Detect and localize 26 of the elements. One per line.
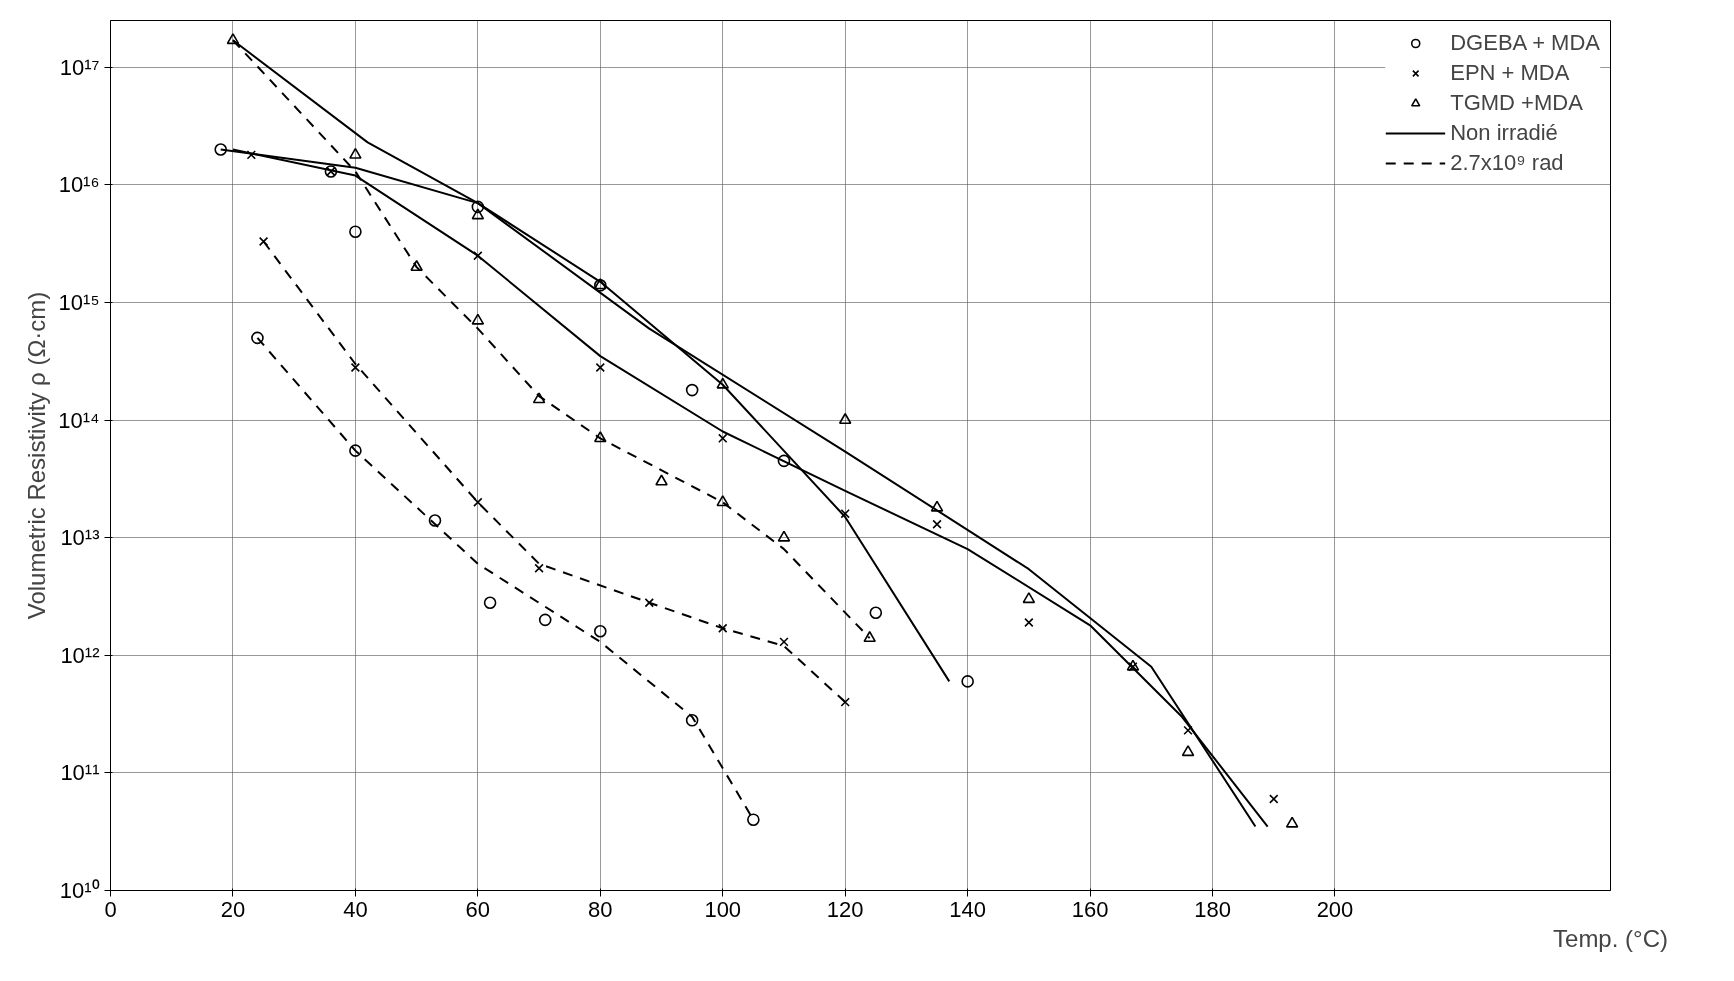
y-tick-label: 10¹⁷ — [59, 54, 100, 80]
x-tick-label: 20 — [220, 896, 246, 922]
x-tick-label: 200 — [1316, 896, 1354, 922]
x-tick-label: 120 — [826, 896, 864, 922]
y-axis-title: Volumetric Resistivity ρ (Ω·cm) — [23, 291, 51, 620]
x-tick-label: 80 — [588, 896, 613, 922]
x-tick-label: 140 — [949, 896, 987, 922]
y-tick-label: 10¹⁵ — [58, 290, 100, 315]
y-tick-label: 10¹⁶ — [58, 172, 100, 198]
x-tick-label: 60 — [465, 896, 491, 922]
legend-label: TGMD +MDA — [1450, 90, 1583, 116]
y-tick-label: 10¹⁴ — [58, 407, 100, 433]
y-tick-label: 10¹² — [60, 642, 100, 668]
x-tick-label: 160 — [1071, 896, 1109, 922]
x-axis-title: Temp. (°C) — [1553, 924, 1668, 952]
legend-label: Non irradié — [1450, 120, 1558, 146]
y-tick-label: 10¹³ — [60, 525, 100, 551]
x-tick-label: 100 — [704, 896, 742, 922]
y-tick-label: 10¹¹ — [60, 760, 100, 786]
y-tick-label: 10¹⁰ — [59, 878, 100, 903]
x-tick-label: 180 — [1194, 896, 1231, 922]
legend-label: 2.7x10⁹ rad — [1450, 150, 1564, 176]
x-tick-label: 0 — [104, 896, 117, 922]
legend-label: DGEBA + MDA — [1450, 30, 1600, 56]
legend-label: EPN + MDA — [1450, 60, 1570, 86]
x-tick-label: 40 — [343, 896, 368, 922]
